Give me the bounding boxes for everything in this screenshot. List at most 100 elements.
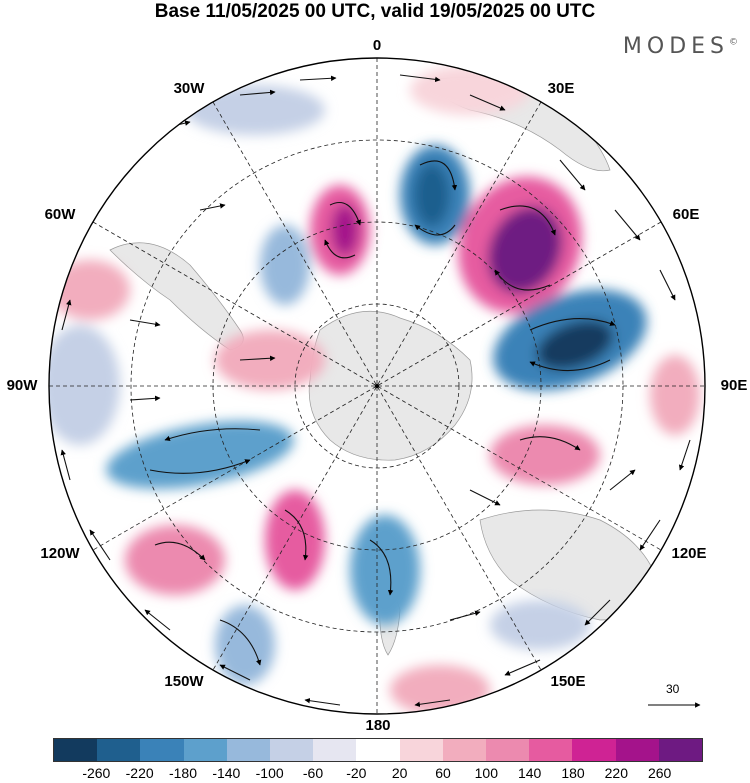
colorbar-swatch: [183, 739, 227, 761]
wind-arrow: [129, 395, 161, 402]
lon-label-150e: 150E: [550, 673, 586, 690]
lon-label-150w: 150W: [164, 673, 204, 690]
wind-arrow: [494, 269, 551, 291]
anomaly-positive: [215, 330, 325, 390]
modes-logo: MODES©: [623, 34, 738, 59]
copyright-mark: ©: [729, 37, 738, 48]
colorbar-swatch: [399, 739, 443, 761]
colorbar-tick-label: 260: [647, 765, 672, 781]
colorbar-tick-label: 20: [391, 765, 408, 781]
colorbar-tick-label: -140: [212, 765, 241, 781]
wind-arrow: [449, 610, 481, 621]
wind-arrow: [219, 619, 262, 666]
brand-name: MODES: [622, 34, 729, 59]
colorbar-tick-label: 180: [561, 765, 585, 781]
colorbar-swatch: [140, 739, 184, 761]
wind-arrow: [164, 428, 261, 442]
lon-label-0: 0: [372, 37, 382, 54]
colorbar-tick-label: -60: [302, 765, 324, 781]
wind-arrow: [519, 436, 581, 451]
colorbar-swatch: [226, 739, 271, 761]
wind-arrow: [414, 224, 456, 236]
wind-arrow: [559, 159, 586, 191]
anomaly-positive: [50, 260, 130, 320]
colorbar-swatch: [529, 739, 573, 761]
colorbar-tick-label: 100: [474, 765, 499, 781]
meridian: [92, 221, 662, 551]
lon-label-180: 180: [365, 717, 391, 734]
wind-arrow: [469, 94, 506, 111]
colorbar-swatch: [486, 739, 530, 761]
wind-arrow: [154, 541, 206, 561]
lon-label-60w: 60W: [44, 206, 76, 223]
anomaly-negative: [260, 225, 310, 305]
wind-arrow: [614, 209, 641, 241]
anomaly-positive: [410, 65, 530, 115]
wind-arrow: [299, 75, 337, 82]
wind-arrow: [504, 659, 541, 676]
antarctica-land: [308, 310, 473, 461]
lon-label-30w: 30W: [173, 80, 205, 97]
colorbar-swatch: [572, 739, 616, 761]
wind-arrow: [89, 529, 111, 561]
colorbar-swatch: [442, 739, 487, 761]
lon-label-90e: 90E: [720, 377, 748, 394]
wind-arrow: [639, 519, 661, 551]
colorbar-swatch: [356, 739, 400, 761]
anomaly-positive: [125, 525, 225, 595]
anomaly-negative: [215, 605, 275, 685]
anomaly-negative: [350, 515, 420, 625]
anomaly-positive-core: [331, 204, 359, 256]
lon-label-120e: 120E: [671, 545, 707, 562]
wind-arrow: [284, 509, 309, 561]
wind-arrow: [304, 697, 341, 706]
colorbar-ticks: -260 -220 -180 -140 -100 -60 -20 20 60 100 140 180 2…: [53, 765, 703, 783]
colorbar-tick-label: 220: [604, 765, 629, 781]
meridian: [212, 101, 542, 671]
wind-arrow: [61, 299, 72, 331]
wind-arrow: [419, 160, 458, 191]
colorbar-tick-label: 60: [435, 765, 451, 781]
colorbar: [53, 738, 703, 762]
anomaly-negative: [49, 325, 120, 445]
colorbar-swatch: [97, 739, 141, 761]
wind-arrow: [199, 203, 226, 211]
anomaly-negative: [106, 421, 294, 489]
wind-arrow: [89, 168, 123, 176]
colorbar-swatch: [313, 739, 357, 761]
anomaly-positive: [650, 355, 700, 435]
wind-arrow: [499, 205, 556, 236]
wind-arrow: [329, 201, 362, 226]
anomaly-negative: [490, 600, 590, 650]
graticule: [49, 58, 705, 714]
wind-arrow: [239, 355, 276, 362]
wind-arrow: [60, 449, 71, 481]
lon-label-60e: 60E: [672, 206, 700, 223]
meridian: [212, 101, 542, 671]
wind-arrow: [129, 319, 161, 327]
wind-arrow: [609, 469, 636, 491]
wind-arrow: [239, 89, 276, 96]
reference-vector-label: 30: [666, 682, 680, 696]
lon-label-30e: 30E: [547, 80, 575, 97]
wind-arrow: [529, 359, 611, 372]
wind-arrow: [219, 664, 251, 681]
colorbar-tick-label: 140: [517, 765, 542, 781]
reference-vector: 30: [646, 682, 702, 712]
lon-label-120w: 120W: [40, 545, 80, 562]
lon-label-90w: 90W: [6, 377, 38, 394]
colorbar-tick-label: -100: [255, 765, 284, 781]
anomaly-negative: [185, 85, 325, 135]
colorbar-tick-label: -20: [346, 765, 367, 781]
anomaly-positive: [265, 490, 325, 590]
anomaly-negative-core: [414, 163, 450, 227]
wind-arrow: [324, 239, 356, 259]
wind-arrow: [469, 489, 501, 506]
colorbar-swatch: [54, 739, 98, 761]
wind-arrow: [149, 459, 251, 474]
colorbar-tick-label: -220: [125, 765, 154, 781]
wind-arrow: [369, 539, 394, 596]
colorbar-swatch: [658, 739, 703, 761]
